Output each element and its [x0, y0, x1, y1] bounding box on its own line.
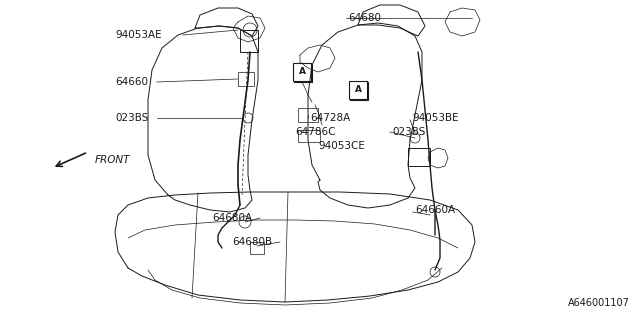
Text: 023BS: 023BS [392, 127, 426, 137]
Bar [294, 64, 312, 82]
Text: A: A [355, 85, 362, 94]
Bar [408, 148, 430, 166]
Text: 94053CE: 94053CE [318, 141, 365, 151]
Text: 023BS: 023BS [115, 113, 148, 123]
Bar [298, 130, 320, 142]
Bar [293, 63, 311, 81]
Text: A646001107: A646001107 [568, 298, 630, 308]
Text: FRONT: FRONT [95, 155, 131, 165]
Text: 64680A: 64680A [212, 213, 252, 223]
Text: 64680B: 64680B [232, 237, 272, 247]
Text: 64680: 64680 [348, 13, 381, 23]
Text: 94053AE: 94053AE [115, 30, 162, 40]
Bar [238, 72, 254, 86]
Text: 64660A: 64660A [415, 205, 455, 215]
Bar [349, 81, 367, 99]
Text: 64728A: 64728A [310, 113, 350, 123]
Text: 64660: 64660 [115, 77, 148, 87]
Bar [250, 242, 264, 254]
Text: 64786C: 64786C [295, 127, 335, 137]
Text: A: A [298, 68, 305, 76]
Text: 94053BE: 94053BE [412, 113, 459, 123]
Bar [298, 108, 318, 122]
Bar [350, 82, 368, 100]
Bar [240, 30, 258, 52]
